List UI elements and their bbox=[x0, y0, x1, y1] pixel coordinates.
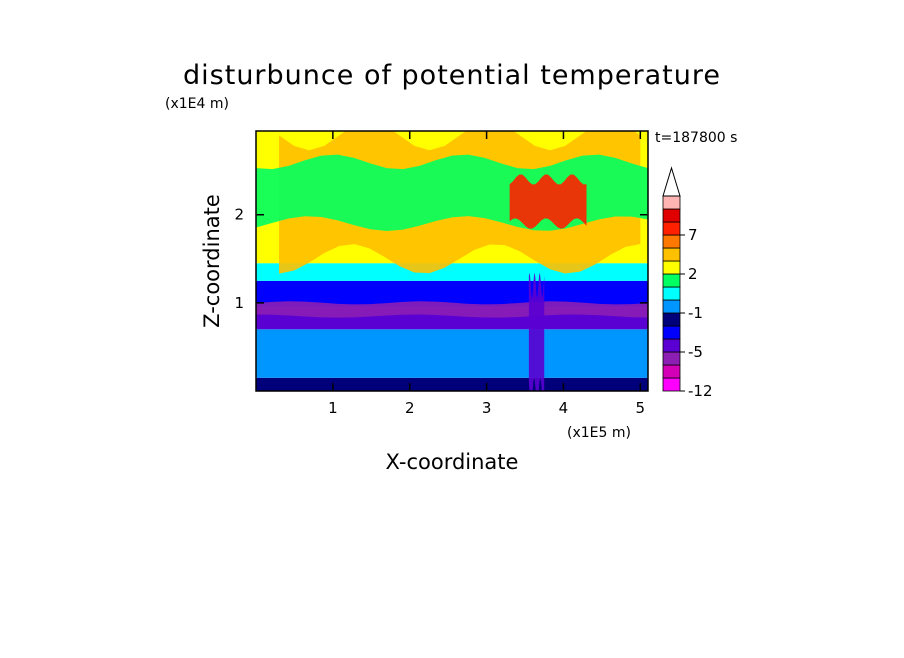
colorbar-swatch bbox=[662, 195, 681, 210]
colorbar-extend-arrow bbox=[662, 166, 681, 197]
colorbar-label: -1 bbox=[688, 304, 703, 322]
x-tick-label: 4 bbox=[559, 399, 569, 417]
y-axis-label: Z-coordinate bbox=[200, 194, 224, 328]
y-axis: 12 bbox=[234, 206, 648, 312]
colorbar-swatch bbox=[662, 312, 681, 327]
colorbar-swatch bbox=[662, 325, 681, 340]
y-tick-label: 1 bbox=[234, 294, 244, 312]
field-band-1 bbox=[256, 329, 648, 378]
colorbar-label: -12 bbox=[688, 382, 713, 400]
colorbar-swatch bbox=[662, 299, 681, 314]
x-scale-label: (x1E5 m) bbox=[567, 425, 631, 441]
colorbar-swatch bbox=[662, 247, 681, 262]
colorbar-label: -5 bbox=[688, 343, 703, 361]
colorbar-swatch bbox=[662, 273, 681, 288]
x-tick-label: 1 bbox=[328, 399, 338, 417]
field-plume bbox=[528, 272, 545, 391]
plot-area bbox=[256, 131, 648, 391]
colorbar-label: 7 bbox=[688, 226, 698, 244]
colorbar-swatch bbox=[662, 364, 681, 379]
x-tick-label: 3 bbox=[482, 399, 492, 417]
colorbar-swatch bbox=[662, 351, 681, 366]
x-axis: 1 2 3 4 5 bbox=[328, 131, 645, 417]
colorbar-label: 2 bbox=[688, 265, 698, 283]
plot-frame bbox=[255, 130, 649, 392]
field-band-0 bbox=[256, 377, 648, 391]
colorbar: -12-5-127 bbox=[662, 166, 713, 400]
time-label: t=187800 s bbox=[655, 130, 737, 146]
colorbar-swatch bbox=[662, 286, 681, 301]
y-tick-label: 2 bbox=[234, 206, 244, 224]
colorbar-swatch bbox=[662, 260, 681, 275]
colorbar-swatch bbox=[662, 338, 681, 353]
colorbar-swatch bbox=[662, 234, 681, 249]
x-axis-label: X-coordinate bbox=[386, 450, 519, 474]
chart-title: disturbunce of potential temperature bbox=[183, 60, 721, 91]
colorbar-swatch bbox=[662, 221, 681, 236]
y-scale-label: (x1E4 m) bbox=[165, 96, 229, 112]
x-tick-label: 2 bbox=[405, 399, 415, 417]
colorbar-swatch bbox=[662, 208, 681, 223]
field-warm-core bbox=[509, 174, 587, 229]
field-mid-purple bbox=[256, 301, 648, 318]
colorbar-swatch bbox=[662, 377, 681, 392]
x-tick-label: 5 bbox=[636, 399, 646, 417]
